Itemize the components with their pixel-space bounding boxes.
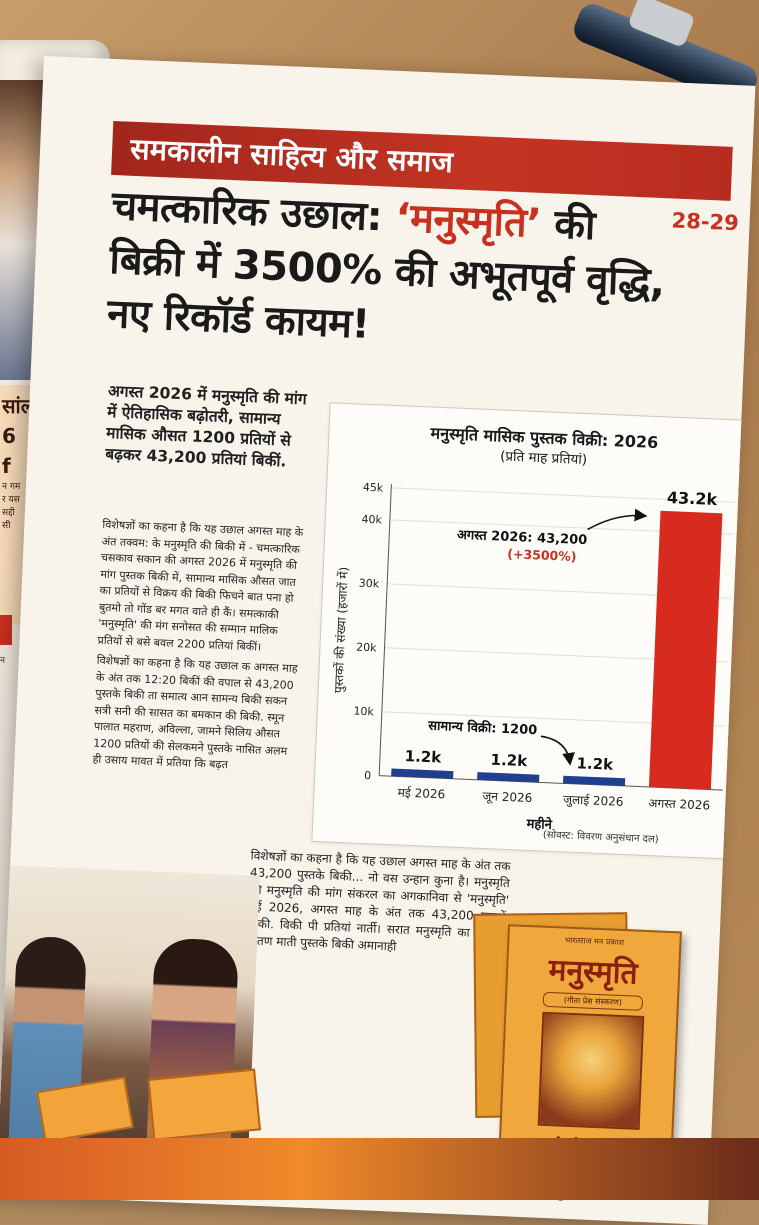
left-page-red-tab xyxy=(0,615,12,645)
next-page-strip xyxy=(0,1138,759,1200)
peak-arrow xyxy=(587,508,648,531)
left-box-small: सी xyxy=(2,521,11,531)
book-cover-art xyxy=(537,1011,645,1130)
book-title: मनुस्मृति xyxy=(547,952,639,992)
y-tick-label: 30k xyxy=(359,577,381,591)
left-box-small: सद्दी xyxy=(2,508,15,518)
left-box-line: f xyxy=(2,454,11,478)
y-tick-label: 10k xyxy=(353,705,375,719)
body-paragraph: विशेषज्ञों का कहना है कि यह उछाल अगस्त म… xyxy=(97,517,304,654)
headline: चमत्कारिक उछाल: ‘मनुस्मृति’ की बिक्री मे… xyxy=(106,179,692,365)
intro-paragraph: अगस्त 2026 में मनुस्मृति की मांग में ऐति… xyxy=(105,381,308,471)
manusmriti-book-cover: भारतराज मन प्रकाश मनुस्मृति (गीता प्रेस … xyxy=(498,924,682,1168)
x-tick-label: अगस्त 2026 xyxy=(648,796,710,813)
normal-arrow xyxy=(540,735,575,766)
y-tick-label: 0 xyxy=(364,769,372,782)
gridline xyxy=(391,487,735,503)
y-axis xyxy=(378,483,392,776)
headline-part: चमत्कारिक उछाल: xyxy=(110,182,397,241)
bar-value-label: 1.2k xyxy=(490,751,528,771)
bar-value-label: 43.2k xyxy=(667,488,718,509)
headline-highlight: ‘मनुस्मृति’ xyxy=(394,194,542,247)
body-paragraph: विशेषज्ञों का कहना है कि यह उछाल क अगस्त… xyxy=(92,653,298,772)
peak-annotation: अगस्त 2026: 43,200 xyxy=(457,528,588,548)
left-box-small: र यस xyxy=(2,495,20,505)
bar xyxy=(477,772,540,783)
left-box-line: 6 xyxy=(2,424,16,448)
bar xyxy=(648,510,723,790)
x-tick-label: जून 2026 xyxy=(482,789,533,806)
headline-part: की xyxy=(540,200,596,250)
body-column-1: विशेषज्ञों का कहना है कि यह उछाल अगस्त म… xyxy=(92,517,307,777)
y-tick-label: 40k xyxy=(361,513,383,527)
magazine-page: समकालीन साहित्य और समाज 28-29 चमत्कारिक … xyxy=(0,56,756,1225)
x-tick-label: जुलाई 2026 xyxy=(563,792,624,810)
bar xyxy=(562,775,626,786)
y-tick-label: 20k xyxy=(356,641,378,655)
normal-annotation: सामान्य विक्री: 1200 xyxy=(427,718,538,739)
x-tick-label: मई 2026 xyxy=(397,785,445,801)
peak-percent-annotation: (+3500%) xyxy=(507,546,577,564)
body-column-2: विशेषज्ञों का कहना है कि यह उछाल अगस्त म… xyxy=(246,848,511,954)
y-tick-label: 45k xyxy=(363,481,385,495)
left-page-cut-text: न xyxy=(0,656,5,666)
book-subtitle: (गीता प्रेस संस्करण) xyxy=(542,991,644,1011)
bar-value-label: 1.2k xyxy=(576,754,614,774)
bar xyxy=(391,768,454,779)
bar-value-label: 1.2k xyxy=(404,747,442,767)
y-axis-label: पुस्तकों की संख्या (हजारों में) xyxy=(332,567,352,694)
x-axis-label: महीने xyxy=(525,816,553,833)
sales-chart: मनुस्मृति मासिक पुस्तक विक्री: 2026 (प्र… xyxy=(311,402,756,860)
open-book xyxy=(147,1068,261,1141)
left-box-small: न गम xyxy=(2,482,21,492)
chart-plot: 0 10k 20k 30k 40k 45k पुस्तकों की संख्या (हजार… xyxy=(332,481,735,833)
